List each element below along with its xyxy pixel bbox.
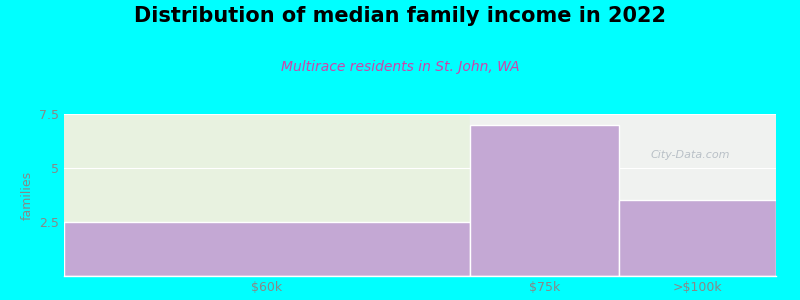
Bar: [619, 114, 776, 276]
Y-axis label: families: families: [21, 170, 34, 220]
Bar: [64, 114, 470, 276]
Text: City-Data.com: City-Data.com: [651, 149, 730, 160]
Text: Distribution of median family income in 2022: Distribution of median family income in …: [134, 6, 666, 26]
Bar: [64, 222, 470, 276]
Bar: [470, 125, 619, 276]
Bar: [470, 114, 619, 276]
Text: Multirace residents in St. John, WA: Multirace residents in St. John, WA: [281, 60, 519, 74]
Bar: [619, 200, 776, 276]
